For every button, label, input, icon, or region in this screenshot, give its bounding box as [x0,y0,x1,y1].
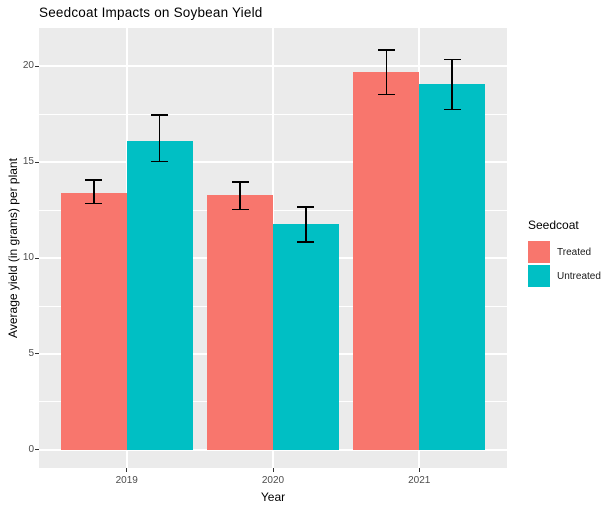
y-tick-label: 15 [22,156,34,168]
error-bar-cap-bottom [443,108,461,111]
error-bar-line [305,206,307,243]
error-bar-line [239,181,241,211]
y-axis-title-text: Average yield (in grams) per plant [6,158,20,338]
y-tick-label: 0 [28,443,34,455]
legend-swatch-treated [528,241,550,263]
error-bar-line [451,58,453,111]
legend-title: Seedcoat [528,218,579,232]
legend-label: Treated [557,246,592,258]
plot-panel [39,28,507,468]
error-bar-line [93,179,95,205]
error-bar-cap-top [443,58,461,61]
legend-label: Untreated [557,270,601,282]
legend-item-untreated: Untreated [528,264,601,288]
y-tick-mark [35,353,39,355]
bar-2019-treated [60,192,127,450]
y-tick-label: 10 [22,252,34,264]
error-bar-cap-bottom [85,202,103,205]
legend-swatch-untreated [528,265,550,287]
y-tick-mark [35,257,39,259]
error-bar-cap-top [85,179,103,181]
bar-2020-treated [207,194,273,450]
legend-items: Treated Untreated [528,240,601,288]
error-bar-line [385,49,388,96]
error-bar-cap-bottom [231,208,249,211]
legend-item-treated: Treated [528,240,601,264]
error-bar-cap-bottom [377,93,395,96]
bar-2021-untreated [419,83,486,450]
error-bar-cap-bottom [151,160,169,163]
x-tick-label: 2020 [261,475,285,486]
x-tick-mark [418,468,420,472]
x-tick-label: 2019 [115,475,138,486]
y-tick-mark [35,161,39,163]
error-bar-line [158,114,161,163]
y-tick-label: 20 [22,60,34,72]
error-bar-cap-top [231,181,249,183]
x-tick-label: 2021 [408,475,431,486]
y-tick-mark [35,65,39,67]
error-bar-cap-top [151,114,169,116]
bar-2020-untreated [273,223,339,450]
bar-2019-untreated [126,141,193,450]
bar-2021-treated [353,72,420,450]
x-tick-mark [272,468,274,472]
plot-title: Seedcoat Impacts on Soybean Yield [39,5,263,20]
error-bar-cap-top [377,49,395,51]
legend: Seedcoat Treated Untreated [528,218,601,288]
error-bar-cap-bottom [297,241,315,243]
y-tick-label: 5 [28,347,34,359]
y-tick-mark [35,449,39,451]
error-bar-cap-top [297,206,315,208]
x-tick-mark [126,468,128,472]
x-axis-title: Year [260,490,286,504]
